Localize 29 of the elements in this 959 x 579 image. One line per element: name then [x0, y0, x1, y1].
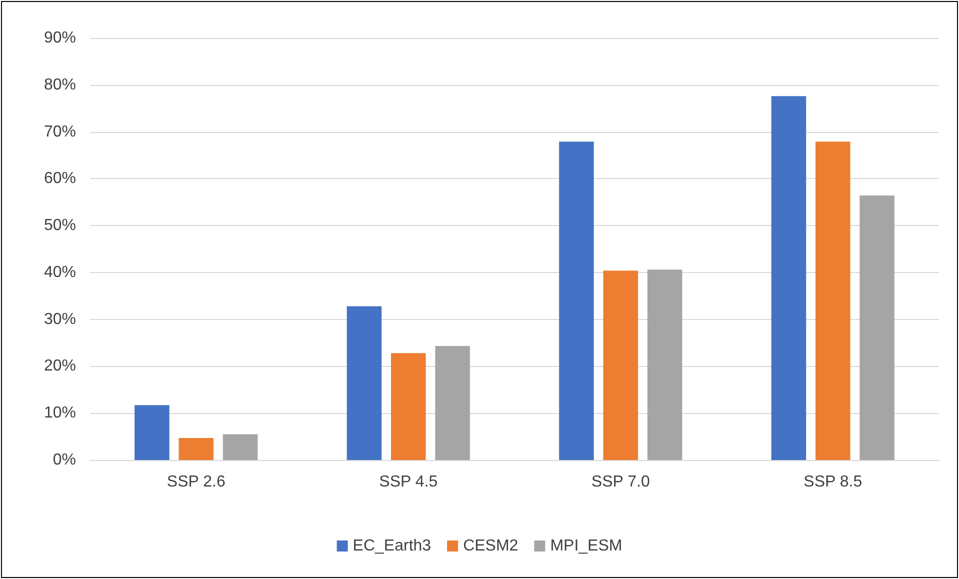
bar — [346, 306, 382, 460]
bar — [559, 142, 594, 460]
bar — [603, 270, 638, 460]
y-tick-label: 10% — [44, 404, 76, 422]
y-tick-label: 70% — [44, 123, 76, 140]
legend-label: EC_Earth3 — [352, 538, 432, 554]
x-tick-label: SSP 7.0 — [591, 474, 650, 490]
bar — [435, 346, 470, 460]
bar — [771, 96, 806, 460]
y-tick-label: 0% — [52, 452, 76, 468]
bar — [178, 438, 214, 460]
x-tick-label: SSP 4.5 — [379, 474, 438, 490]
bar — [647, 270, 682, 460]
y-tick-label: 50% — [44, 217, 76, 234]
y-tick-label: 90% — [44, 30, 76, 46]
y-tick-label: 30% — [44, 310, 76, 328]
bar — [815, 142, 850, 460]
y-tick-label: 80% — [44, 76, 76, 94]
y-tick-label: 20% — [44, 358, 76, 375]
legend-label: MPI_ESM — [550, 538, 622, 554]
legend-label: CESM2 — [463, 538, 518, 554]
x-tick-label: SSP 2.6 — [166, 474, 226, 490]
y-tick-label: 40% — [44, 264, 76, 281]
bar — [222, 434, 258, 460]
y-tick-label: 60% — [44, 170, 76, 188]
bar — [134, 405, 170, 460]
bar — [860, 196, 894, 460]
x-tick-label: SSP 8.5 — [804, 474, 862, 490]
bar — [390, 353, 426, 460]
